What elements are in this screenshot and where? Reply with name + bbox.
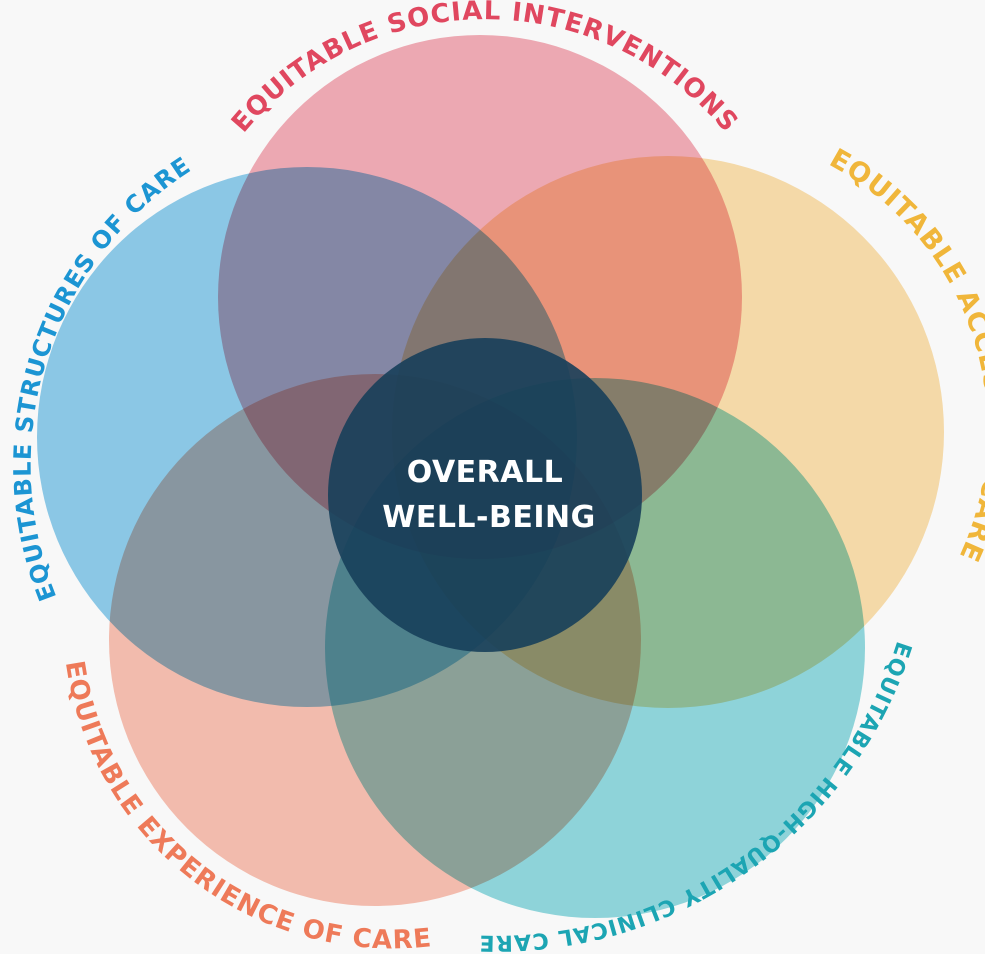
center-circle: [328, 338, 642, 652]
center-label-line1: OVERALL: [407, 455, 563, 490]
center-label-line2: WELL-BEING: [382, 500, 596, 535]
